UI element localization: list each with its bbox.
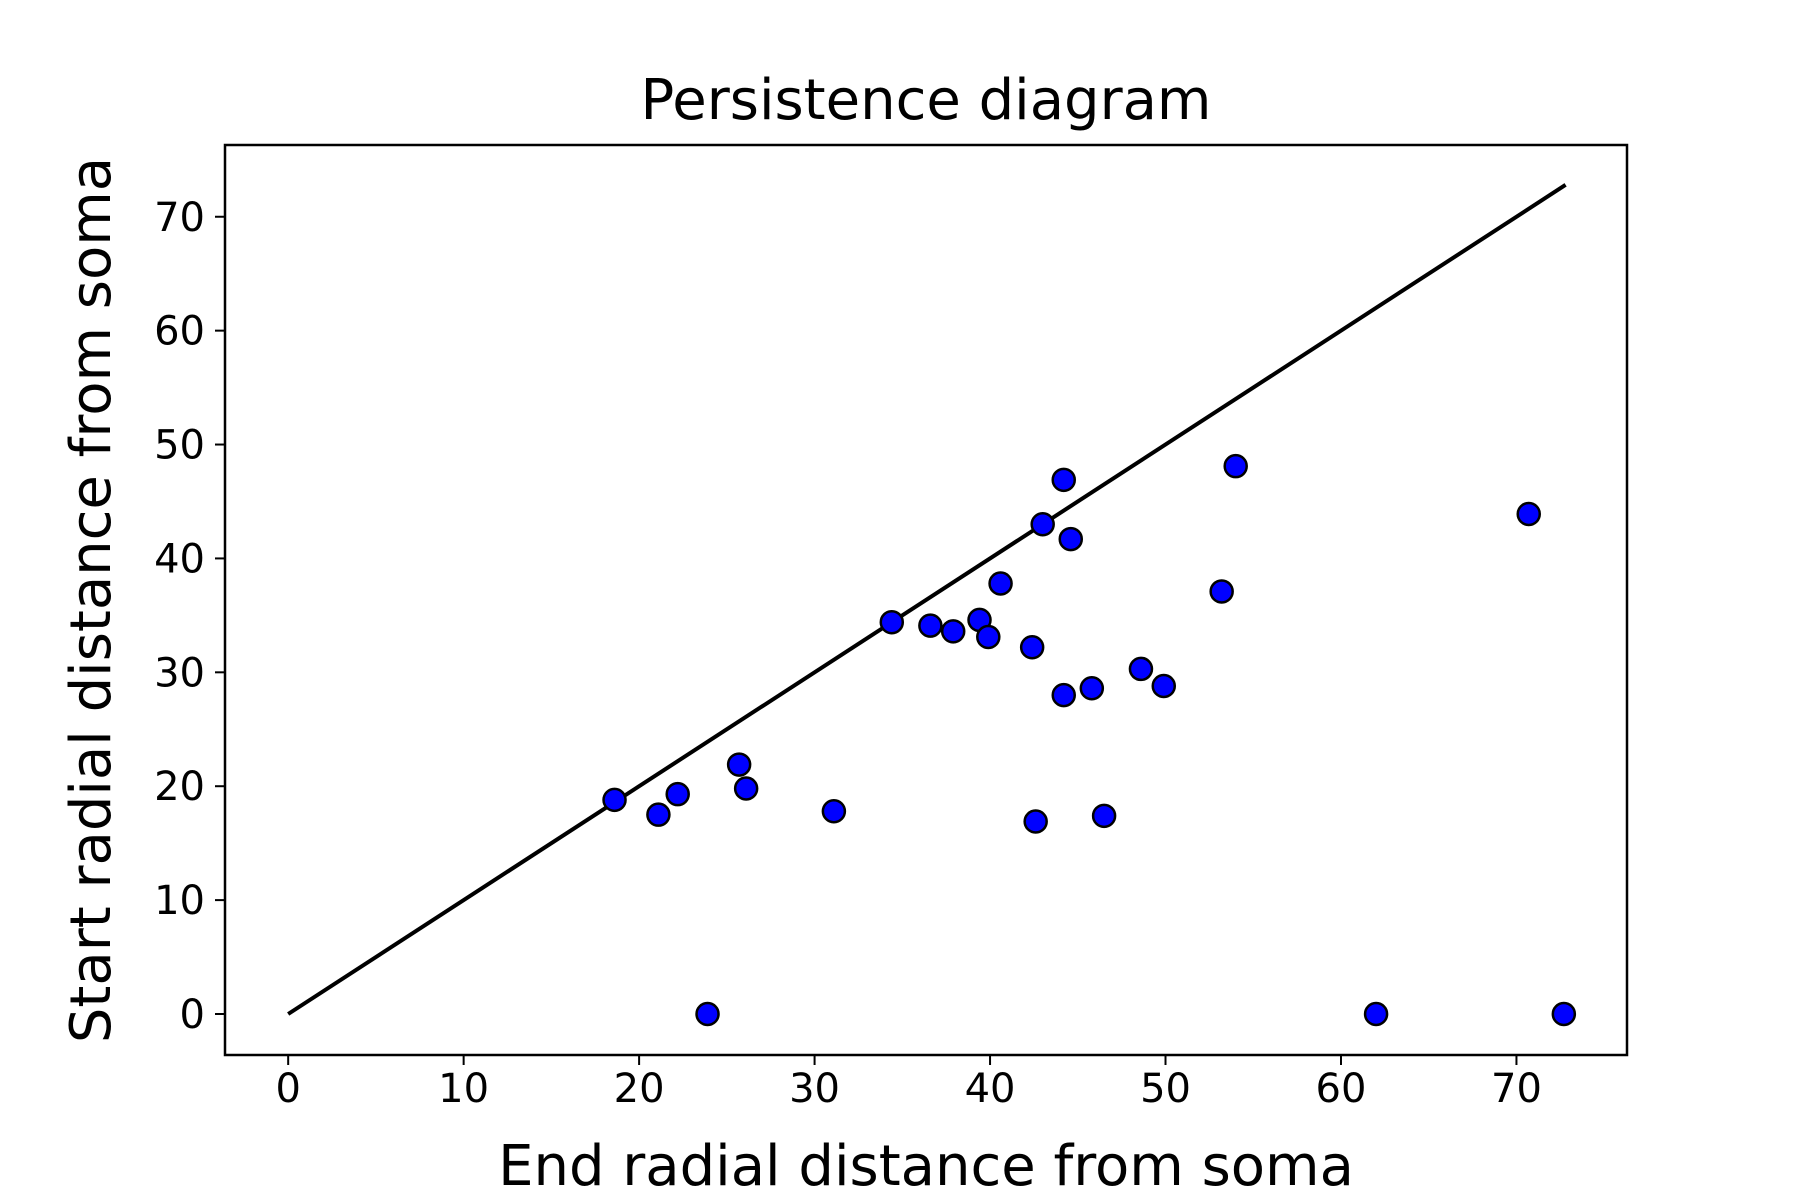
data-point (646, 802, 671, 827)
x-tick-label: 60 (1316, 1066, 1367, 1112)
data-point (879, 609, 905, 635)
data-point (695, 1001, 720, 1027)
data-point (1516, 501, 1541, 527)
data-point (602, 787, 627, 813)
chart-title: Persistence diagram (641, 68, 1212, 133)
plot-frame (223, 143, 1629, 1057)
data-point (976, 624, 1001, 650)
y-tick-label: 20 (154, 764, 205, 810)
data-point (1091, 803, 1117, 829)
y-axis-label: Start radial distance from soma (59, 157, 124, 1043)
x-tick-label: 50 (1140, 1066, 1191, 1112)
x-tick-label: 10 (438, 1066, 489, 1112)
data-point (1051, 467, 1076, 493)
x-tick-label: 0 (275, 1066, 300, 1112)
data-point (1551, 1001, 1577, 1027)
x-tick-label: 70 (1491, 1066, 1542, 1112)
data-point (1128, 656, 1154, 682)
y-tick-label: 30 (154, 650, 205, 696)
y-tick-label: 40 (154, 536, 205, 582)
data-point (733, 776, 759, 801)
data-point (1051, 682, 1076, 708)
data-point (1151, 673, 1177, 699)
y-tick-label: 60 (154, 309, 205, 355)
data-point (988, 571, 1013, 596)
data-point (821, 799, 847, 824)
y-tick-label: 0 (180, 992, 205, 1038)
data-point (665, 781, 690, 807)
data-point (1223, 453, 1248, 479)
data-point (1363, 1001, 1389, 1027)
y-tick-label: 50 (154, 423, 205, 469)
y-tick-label: 10 (154, 878, 205, 924)
data-point (1030, 512, 1055, 537)
data-point (1023, 809, 1048, 834)
data-point (726, 752, 752, 777)
data-point (1058, 526, 1084, 552)
data-point (1019, 635, 1045, 660)
x-axis-label: End radial distance from soma (498, 1134, 1354, 1199)
diagonal-line (287, 183, 1567, 1016)
y-tick-label: 70 (154, 195, 205, 241)
x-tick-label: 20 (614, 1066, 665, 1112)
data-point (918, 613, 943, 638)
x-tick-label: 40 (965, 1066, 1016, 1112)
data-point (1209, 579, 1234, 604)
x-tick-label: 30 (789, 1066, 840, 1112)
data-point (940, 619, 966, 644)
data-point (1079, 676, 1105, 701)
